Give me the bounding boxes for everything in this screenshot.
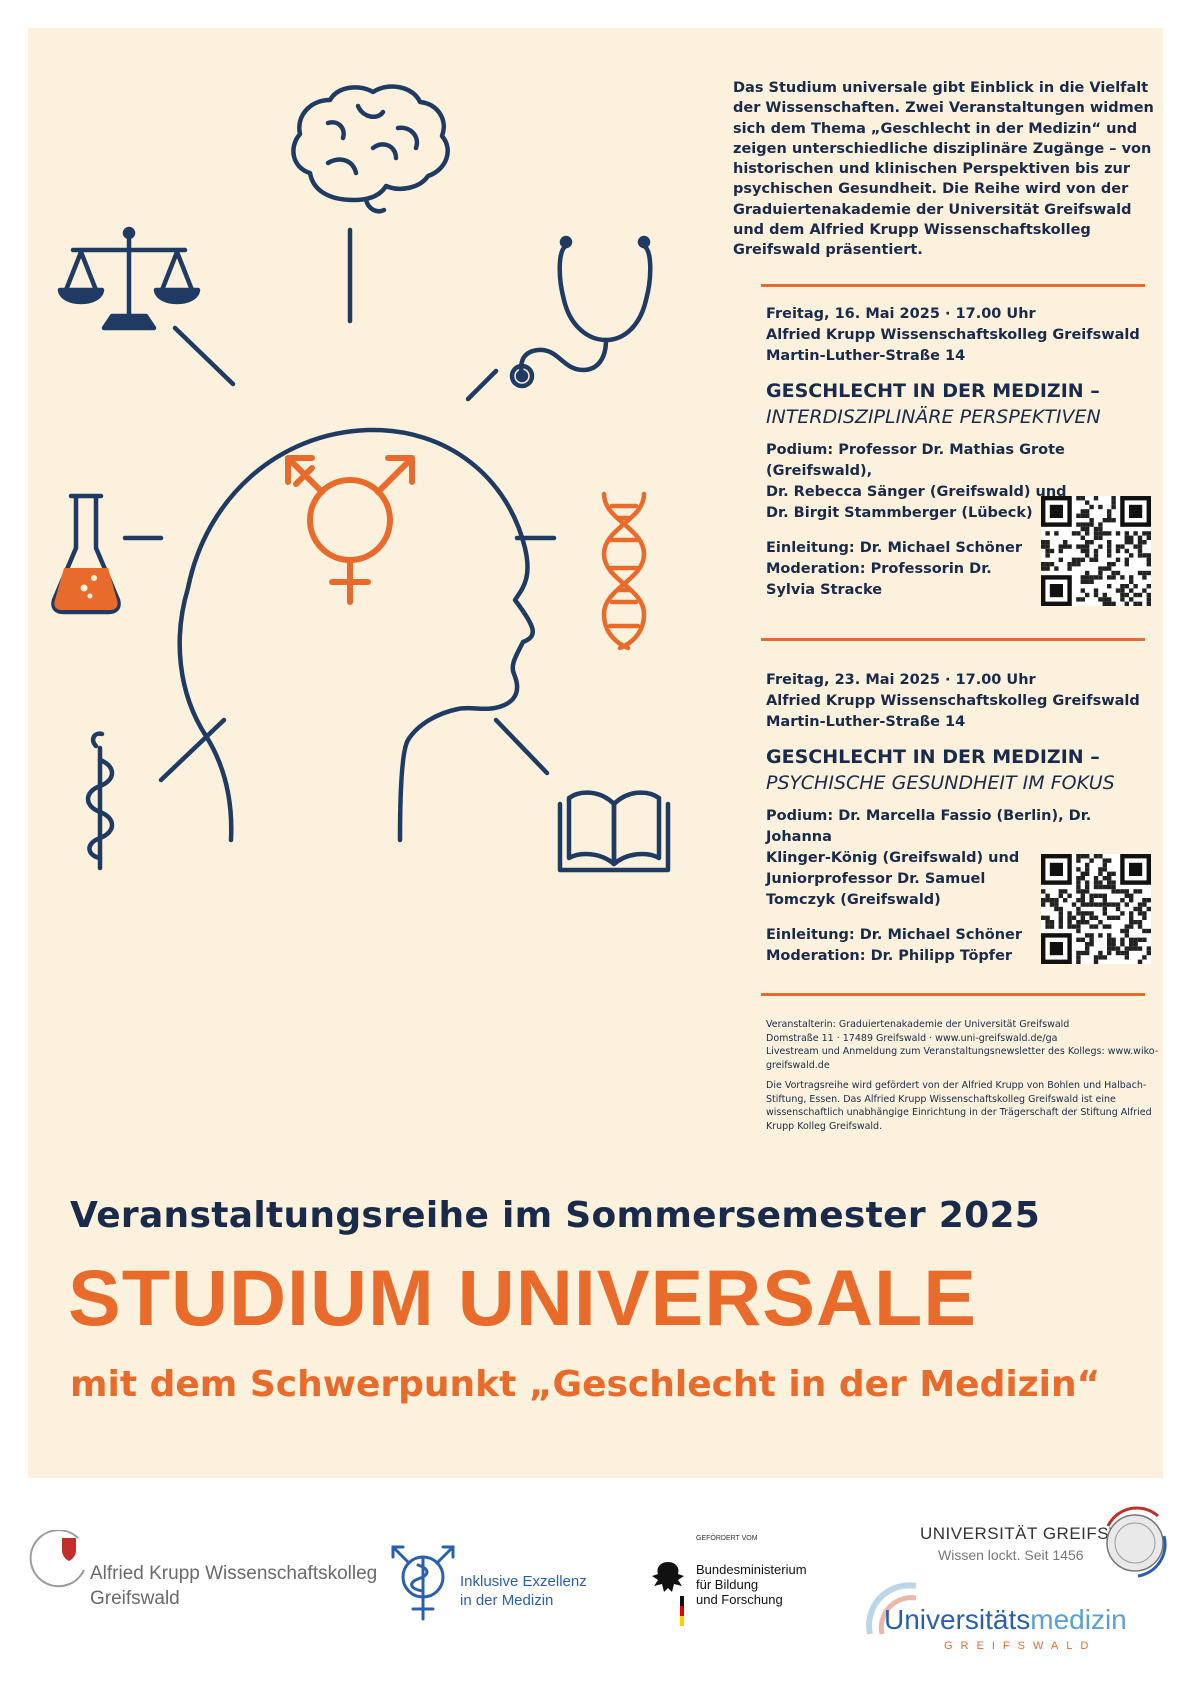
credits-line: Sylvia Stracke [766,582,883,598]
fineprint-line: Stiftung, Essen. Das Alfried Krupp Wisse… [766,1093,1116,1105]
stethoscope-icon [509,235,653,389]
inklusive-line1: Inklusive Exzellenz [460,1573,587,1590]
intro-text: Das Studium universale gibt Einblick in … [733,78,1158,261]
main-subtitle: mit dem Schwerpunkt „Geschlecht in der M… [70,1364,1101,1405]
event-podium: Podium: Dr. Marcella Fassio (Berlin), Dr… [766,806,1116,911]
event-address: Martin-Luther-Straße 14 [766,714,966,730]
illustration [51,84,671,873]
bmbf-small: GEFÖRDERT VOM [696,1535,758,1542]
intro-line: Greifswald präsentiert. [733,242,923,259]
bmbf-line3: und Forschung [696,1592,783,1607]
event-credits: Einleitung: Dr. Michael Schöner Moderati… [766,925,1191,967]
credits-line: Einleitung: Dr. Michael Schöner [766,540,1023,556]
intro-line: zeigen unterschiedliche disziplinäre Zug… [733,140,1152,157]
unimed-name: Universitätsmedizin [884,1604,1127,1636]
event-credits: Einleitung: Dr. Michael Schöner Moderati… [766,538,1191,601]
event-subtitle: INTERDISZIPLINÄRE PERSPEKTIVEN [766,406,1101,428]
divider [761,284,1145,287]
unimed-arc-icon [866,1582,917,1635]
series-heading: Veranstaltungsreihe im Sommersemester 20… [70,1195,1041,1236]
event-title: GESCHLECHT IN DER MEDIZIN – [766,380,1100,402]
event-date: Freitag, 16. Mai 2025 · 17.00 Uhr [766,306,1036,322]
poster: Das Studium universale gibt Einblick in … [28,28,1163,1478]
inklusive-line2: in der Medizin [460,1592,554,1609]
dna-icon [601,491,647,651]
podium-line: Podium: Professor Dr. Mathias Grote (Gre… [766,442,1065,479]
organizer-info: Veranstalterin: Graduiertenakademie der … [766,1018,1176,1072]
qr-code[interactable] [1041,496,1151,606]
event-date: Freitag, 23. Mai 2025 · 17.00 Uhr [766,672,1036,688]
transgender-symbol-icon [285,455,415,605]
divider [761,638,1145,641]
event-2: Freitag, 23. Mai 2025 · 17.00 Uhr Alfrie… [766,670,1191,967]
federal-eagle-icon [652,1562,684,1626]
rod-of-asclepius-icon [85,731,115,871]
scales-icon [57,226,201,331]
fineprint-line: Die Vortragsreihe wird gefördert von der… [766,1080,1147,1091]
uni-tagline: Wissen lockt. Seit 1456 [938,1547,1084,1563]
flask-icon [51,493,121,615]
credits-line: Einleitung: Dr. Michael Schöner [766,927,1023,943]
podium-line: Klinger-König (Greifswald) und [766,850,1020,866]
fineprint: Veranstalterin: Graduiertenakademie der … [766,1018,1176,1140]
intro-line: Graduiertenakademie der Universität Grei… [733,201,1132,218]
podium-line: Podium: Dr. Marcella Fassio (Berlin), Dr… [766,808,1092,845]
fineprint-line: Veranstalterin: Graduiertenakademie der … [766,1019,1070,1030]
krupp-emblem-icon [29,1530,85,1588]
bmbf-line1: Bundesministerium [696,1562,807,1577]
podium-line: Juniorprofessor Dr. Samuel [766,871,986,887]
uni-name: UNIVERSITÄT GREIFSWALD [920,1524,1160,1543]
head-profile-icon [177,427,535,843]
unimed-name-a: Universitäts [884,1604,1031,1635]
fineprint-line: Domstraße 11 · 17489 Greifswald · www.un… [766,1032,1058,1044]
intro-line: psychischen Gesundheit. Die Reihe wird v… [733,181,1129,198]
event-1: Freitag, 16. Mai 2025 · 17.00 Uhr Alfrie… [766,304,1191,601]
unimed-city: GREIFSWALD [944,1640,1097,1652]
krupp-city: Greifswald [90,1588,180,1609]
krupp-name: Alfried Krupp Wissenschaftskolleg [90,1563,378,1584]
credits-line: Moderation: Dr. Philipp Töpfer [766,948,1013,964]
divider [761,993,1145,996]
podium-line: Dr. Rebecca Sänger (Greifswald) und [766,484,1067,500]
fineprint-line: Livestream und Anmeldung zum Veranstaltu… [766,1046,1159,1057]
main-title: STUDIUM UNIVERSALE [68,1253,977,1342]
podium-line: Tomczyk (Greifswald) [766,892,941,908]
credits-line: Moderation: Professorin Dr. [766,561,992,577]
event-venue: Alfried Krupp Wissenschaftskolleg Greifs… [766,693,1140,709]
event-subtitle: PSYCHISCHE GESUNDHEIT IM FOKUS [766,772,1115,794]
qr-code[interactable] [1041,854,1151,964]
funding-info: Die Vortragsreihe wird gefördert von der… [766,1079,1176,1133]
unimed-name-b: medizin [1030,1604,1127,1635]
intro-line: Das Studium universale gibt Einblick in … [733,80,1149,96]
intro-line: und dem Alfried Krupp Wissenschaftskolle… [733,222,1091,239]
fineprint-line: greifswald.de [766,1059,830,1071]
inklusive-symbol-icon [391,1545,455,1621]
book-icon [557,790,671,873]
event-title: GESCHLECHT IN DER MEDIZIN – [766,746,1100,768]
intro-line: sich dem Thema „Geschlecht in der Medizi… [733,120,1138,137]
event-venue: Alfried Krupp Wissenschaftskolleg Greifs… [766,327,1140,343]
podium-line: Dr. Birgit Stammberger (Lübeck) [766,505,1033,521]
intro-line: historischen und klinischen Perspektiven… [733,161,1130,178]
fineprint-line: wissenschaftlich unabhängige Einrichtung… [766,1107,1152,1118]
brain-icon [291,84,450,214]
connector-lines [122,227,557,783]
event-address: Martin-Luther-Straße 14 [766,348,966,364]
uni-seal-icon [1106,1506,1167,1578]
fineprint-line: Krupp Kolleg Greifswald. [766,1120,883,1132]
bmbf-line2: für Bildung [696,1577,759,1592]
event-podium: Podium: Professor Dr. Mathias Grote (Gre… [766,440,1116,524]
intro-line: der Wissenschaften. Zwei Veranstaltungen… [733,100,1154,117]
